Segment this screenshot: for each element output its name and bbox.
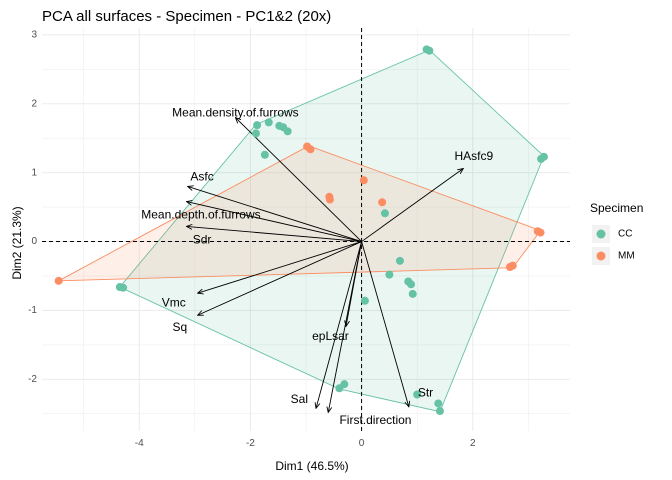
label-asfc: Asfc <box>190 170 213 184</box>
point-mm <box>509 262 517 270</box>
point-cc <box>119 284 127 292</box>
label-first-direction: First.direction <box>339 413 411 427</box>
x-axis-title: Dim1 (46.5%) <box>275 459 348 473</box>
label-str: Str <box>418 385 433 399</box>
legend-label-cc: CC <box>618 229 632 240</box>
point-cc <box>252 129 260 137</box>
point-cc <box>361 297 369 305</box>
point-cc <box>436 407 444 415</box>
x-tick-label: -4 <box>135 438 144 449</box>
label-sal: Sal <box>291 392 308 406</box>
y-tick-label: 0 <box>31 236 37 247</box>
chart-title: PCA all surfaces - Specimen - PC1&2 (20x… <box>42 8 331 25</box>
legend-key-mm <box>597 252 606 261</box>
y-axis-title: Dim2 (21.3%) <box>10 206 24 279</box>
label-eplsar: epLsar <box>312 329 349 343</box>
point-cc <box>423 45 431 53</box>
point-cc <box>540 153 548 161</box>
y-tick-label: -2 <box>28 374 37 385</box>
label-vmc: Vmc <box>162 296 186 310</box>
y-tick-label: 3 <box>31 30 37 41</box>
y-tick-label: -1 <box>28 305 37 316</box>
point-cc <box>409 290 417 298</box>
x-tick-label: 0 <box>359 438 365 449</box>
point-mm <box>326 196 334 204</box>
label-sq: Sq <box>172 320 187 334</box>
label-sdr: Sdr <box>193 232 212 246</box>
x-tick-label: 2 <box>470 438 476 449</box>
legend-title: Specimen <box>590 201 643 215</box>
legend-label-mm: MM <box>618 251 635 262</box>
point-cc <box>284 127 292 135</box>
point-mm <box>378 198 386 206</box>
point-mm <box>537 229 545 237</box>
point-mm <box>303 142 311 150</box>
point-cc <box>335 384 343 392</box>
point-cc <box>407 280 415 288</box>
point-cc <box>434 399 442 407</box>
label-hasfc9: HAsfc9 <box>455 149 494 163</box>
point-mm <box>55 277 63 285</box>
point-cc <box>396 257 404 265</box>
y-tick-label: 2 <box>31 98 37 109</box>
point-mm <box>360 176 368 184</box>
y-tick-label: 1 <box>31 167 37 178</box>
point-cc <box>381 209 389 217</box>
label-mean-density-of-furrows: Mean.density.of.furrows <box>172 106 299 120</box>
label-mean-depth-of-furrows: Mean.depth.of.furrows <box>141 208 260 222</box>
legend-key-cc <box>597 230 606 239</box>
point-cc <box>253 121 261 129</box>
point-cc <box>385 271 393 279</box>
x-tick-label: -2 <box>246 438 255 449</box>
point-cc <box>261 151 269 159</box>
